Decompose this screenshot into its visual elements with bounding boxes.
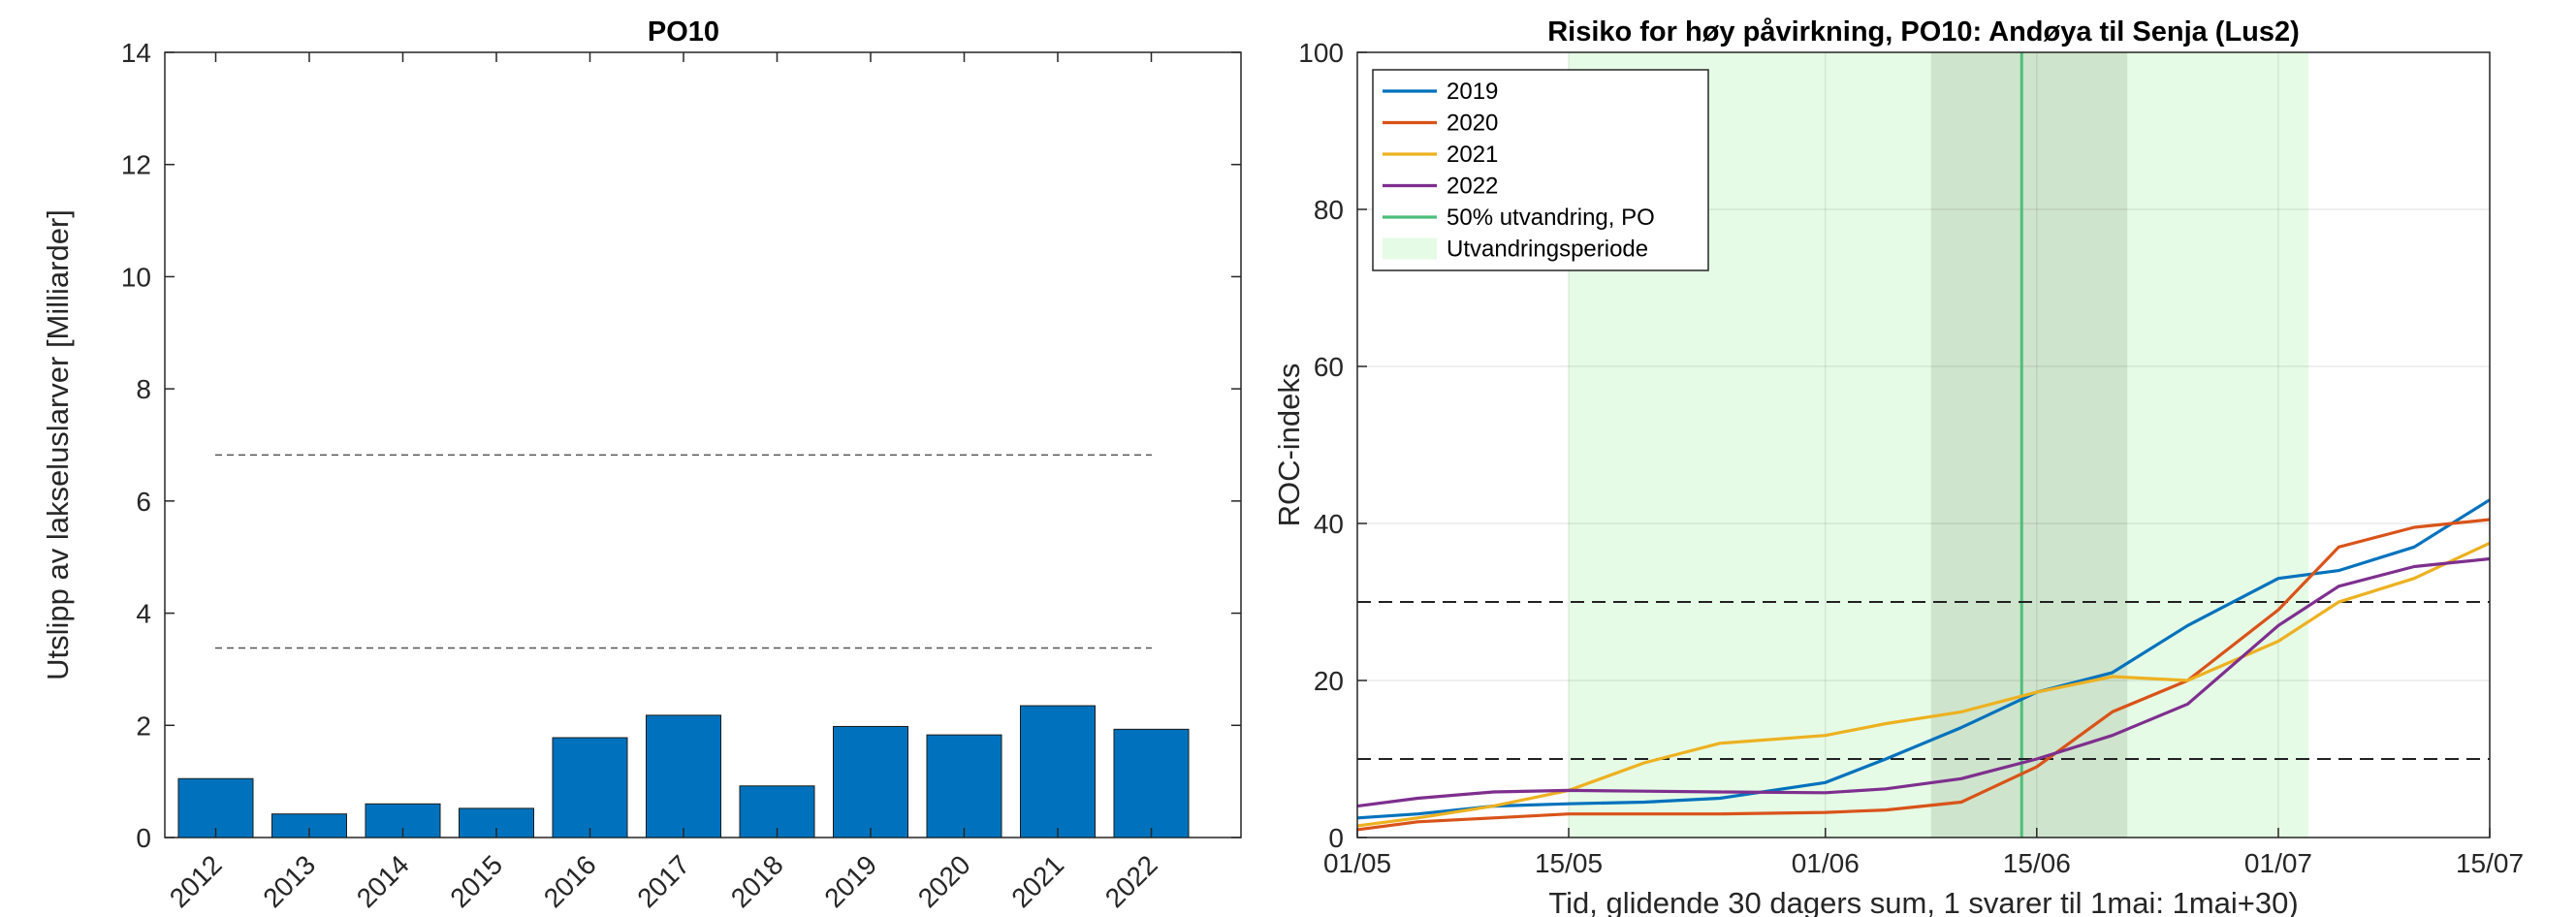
- legend-label: 2020: [1447, 111, 1498, 137]
- line-thresholds: [1357, 601, 2490, 760]
- migration-core-band: [1930, 52, 2128, 838]
- x-tick-label: 01/07: [2244, 848, 2312, 878]
- y-tick-label: 100: [1298, 38, 1344, 68]
- y-tick-label: 40: [1314, 509, 1344, 539]
- y-tick-label: 60: [1314, 352, 1344, 382]
- series-line-2019: [1356, 498, 2491, 820]
- y-tick-label: 6: [136, 487, 151, 517]
- bar-thresholds: [215, 454, 1152, 649]
- series-line-2022: [1356, 556, 2491, 808]
- series-line-2021: [1356, 541, 2491, 828]
- bar-chart-ylabel: Utslipp av lakseluslarver [Milliarder]: [41, 209, 75, 680]
- bar: [739, 785, 815, 838]
- line-chart-ylabel: ROC-indeks: [1272, 364, 1306, 527]
- y-tick-label: 0: [1328, 823, 1344, 853]
- bar: [552, 737, 628, 838]
- line-series: [1356, 498, 2491, 832]
- legend-swatch: [1383, 237, 1437, 260]
- bar: [271, 813, 347, 838]
- y-tick-label: 2: [136, 711, 151, 741]
- legend-label: Utvandringsperiode: [1447, 237, 1648, 263]
- line-x-axis: 01/05 15/05 01/06 15/06 01/07 15/07: [1323, 828, 2524, 878]
- bar: [1113, 728, 1190, 838]
- legend-label: 50% utvandring, PO: [1447, 205, 1655, 231]
- x-tick-label: 15/07: [2456, 848, 2524, 878]
- bar-chart: PO10 Utslipp av lakseluslarver [Milliard…: [41, 16, 1242, 913]
- line-y-axis: 0 20 40 60 80 100: [1298, 38, 1367, 853]
- y-tick-label: 10: [121, 262, 151, 292]
- y-tick-label: 4: [136, 599, 151, 629]
- legend: 2019 2020 2021 2022 50% utvandring, PO Utvand…: [1372, 69, 1709, 271]
- y-tick-label: 20: [1314, 666, 1344, 696]
- legend-label: 2022: [1447, 174, 1498, 200]
- y-tick-label: 80: [1314, 195, 1344, 225]
- bar-chart-title: PO10: [648, 16, 719, 47]
- bar: [926, 734, 1002, 838]
- y-tick-label: 14: [121, 38, 151, 68]
- x-tick-label: 01/06: [1792, 848, 1860, 878]
- x-tick-label: 15/06: [2003, 848, 2071, 878]
- y-tick-label: 8: [136, 374, 151, 404]
- series-line-2020: [1356, 518, 2491, 832]
- y-tick-label: 12: [121, 150, 151, 180]
- bar: [1020, 705, 1096, 838]
- bar-series: [177, 705, 1190, 838]
- legend-box: [1372, 69, 1709, 271]
- line-chart: 0 20 40 60 80 100 01/05 15/05 01/06 15/06 01/07 15…: [1272, 16, 2524, 917]
- legend-label: 2021: [1447, 142, 1498, 168]
- x-tick-label: 15/05: [1535, 848, 1603, 878]
- y-tick-label: 0: [136, 823, 151, 853]
- bar: [646, 714, 721, 838]
- legend-label: 2019: [1447, 79, 1498, 105]
- line-chart-title: Risiko for høy påvirkning, PO10: Andøya …: [1547, 16, 2300, 47]
- x-tick-label: 01/05: [1323, 848, 1391, 878]
- line-plot-border: [1356, 51, 2491, 838]
- bar: [833, 725, 908, 838]
- line-chart-xlabel: Tid, glidende 30 dagers sum, 1 svarer ti…: [1548, 886, 2298, 917]
- bar-y-axis: 0 2 4 6 8 10 12 14: [121, 38, 1241, 853]
